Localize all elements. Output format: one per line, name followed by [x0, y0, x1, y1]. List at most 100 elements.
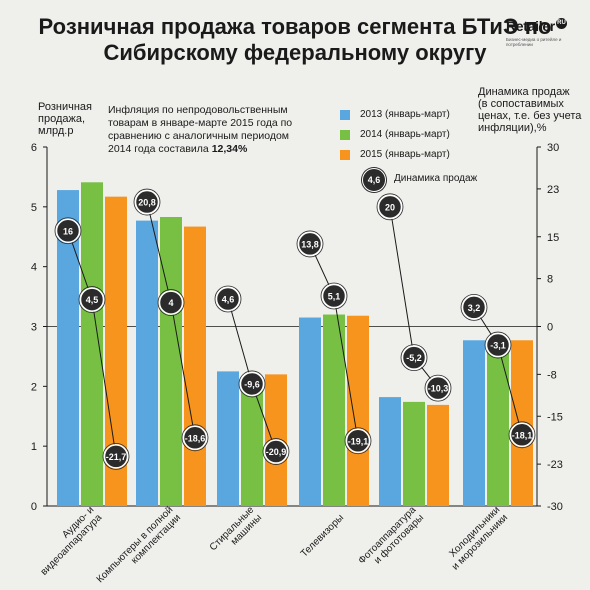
category-label-line: Компьютеры в полной [95, 505, 176, 586]
right-tick-label: -30 [547, 501, 563, 513]
legend-label: Динамика продаж [394, 173, 478, 184]
left-tick-label: 5 [31, 202, 37, 214]
right-tick-label: -8 [547, 369, 557, 381]
category-label: Холодильникии морозильники [442, 505, 510, 573]
dynamics-marker-ring [214, 285, 242, 313]
right-tick-label: 0 [547, 322, 553, 334]
bar [136, 220, 158, 506]
dynamics-label: -5,2 [406, 353, 422, 363]
dynamics-label: 20 [385, 202, 395, 212]
dynamics-marker [321, 283, 347, 309]
bar [463, 340, 485, 506]
left-tick-label: 4 [31, 262, 37, 274]
right-axis-title-line: инфляции),% [478, 122, 547, 134]
dynamics-label: 4 [168, 298, 173, 308]
bar [299, 317, 321, 506]
bar [379, 397, 401, 506]
dynamics-marker-ring [78, 286, 106, 313]
bar [323, 314, 345, 506]
right-axis-title-line: Динамика продаж [478, 86, 570, 98]
dynamics-marker [401, 345, 427, 370]
dynamics-marker [79, 287, 105, 312]
inflation-note: Инфляция по непродовольственным товарам … [108, 104, 308, 156]
right-tick-label: 15 [547, 232, 559, 244]
category-label: Аудио- ивидеоаппаратура [31, 504, 104, 577]
left-axis-title-line: продажа, [38, 113, 86, 125]
dynamics-marker [134, 189, 160, 215]
bar [347, 315, 369, 506]
dynamics-marker-ring [424, 374, 452, 402]
bar [184, 226, 206, 506]
bar [57, 190, 79, 506]
dynamics-label: 16 [63, 226, 73, 236]
legend-swatch [340, 130, 350, 140]
dynamics-marker-ring [460, 293, 488, 321]
legend-label: 2013 (январь-март) [360, 109, 450, 120]
dynamics-marker [158, 290, 184, 315]
dynamics-marker-ring [262, 438, 290, 465]
legend-swatch [340, 110, 350, 120]
brand-tagline: Бизнес-медиа о ритейле и потреблении [506, 37, 562, 47]
dynamics-label: 4,6 [222, 294, 235, 304]
brand-logo: Retailer RU Бизнес-медиа о ритейле и потр… [506, 18, 580, 47]
dynamics-marker-ring [102, 442, 130, 470]
dynamics-marker [485, 332, 511, 358]
left-axis-title-line: Розничная [38, 101, 92, 113]
brand-name: Retailer [506, 18, 555, 34]
dynamics-label: -18,6 [185, 433, 206, 443]
category-label: Стиральныемашины [208, 504, 265, 561]
dynamics-marker-ring [157, 289, 185, 316]
dynamics-marker [509, 422, 535, 448]
dynamics-marker-ring [376, 193, 404, 221]
dynamics-marker-ring [54, 217, 82, 245]
dynamics-label: 5,1 [328, 291, 341, 301]
right-tick-label: 30 [547, 142, 559, 154]
dynamics-label: -21,7 [106, 452, 127, 462]
left-tick-label: 6 [31, 142, 37, 154]
legend-dynamics-marker: 4,6 [362, 168, 386, 192]
left-tick-label: 3 [31, 322, 37, 334]
dynamics-marker-ring [296, 230, 324, 258]
bar [160, 217, 182, 506]
dynamics-marker-ring [320, 282, 348, 310]
right-tick-label: 23 [547, 184, 559, 196]
bar [427, 404, 449, 506]
dynamics-marker [345, 428, 371, 454]
left-axis-title: Розничная продажа, млрд.р [38, 101, 92, 137]
dynamics-marker [182, 425, 208, 451]
dynamics-label: -18,1 [512, 430, 533, 440]
legend-swatch [340, 150, 350, 160]
right-tick-label: 8 [547, 274, 553, 286]
left-tick-label: 2 [31, 381, 37, 393]
dynamics-marker [239, 371, 265, 397]
category-label-line: Телевизоры [299, 512, 346, 559]
dynamics-marker-ring [508, 421, 536, 449]
right-tick-label: -15 [547, 411, 563, 423]
bar [403, 401, 425, 506]
dynamics-marker-ring [181, 424, 209, 452]
dynamics-marker [263, 439, 289, 464]
dynamics-label: -3,1 [490, 341, 506, 351]
category-label: Компьютеры в полнойкомплектации [95, 505, 183, 590]
inflation-note-text: Инфляция по непродовольственным товарам … [108, 104, 293, 155]
right-tick-label: -23 [547, 459, 563, 471]
dynamics-marker [103, 444, 129, 469]
dynamics-label: 4,5 [86, 295, 99, 305]
dynamics-marker [55, 218, 81, 244]
bar [487, 340, 509, 506]
bar [81, 182, 103, 506]
right-axis-title: Динамика продаж (в сопоставимых ценах, т… [478, 86, 581, 134]
dynamics-marker [297, 231, 323, 257]
dynamics-marker-ring [238, 370, 266, 398]
dynamics-label: 13,8 [301, 239, 319, 249]
dynamics-label: -9,6 [244, 379, 260, 389]
dynamics-marker [377, 194, 403, 220]
inflation-note-value: 12,34% [211, 143, 248, 155]
chart-title: Розничная продажа товаров сегмента БТиЭ … [38, 14, 552, 65]
left-axis-title-line: млрд.р [38, 125, 74, 137]
brand-badge: RU [555, 18, 567, 29]
category-label: Фотоаппаратураи фототовары [356, 504, 426, 574]
left-tick-label: 0 [31, 501, 37, 513]
dynamics-marker-ring [484, 331, 512, 359]
